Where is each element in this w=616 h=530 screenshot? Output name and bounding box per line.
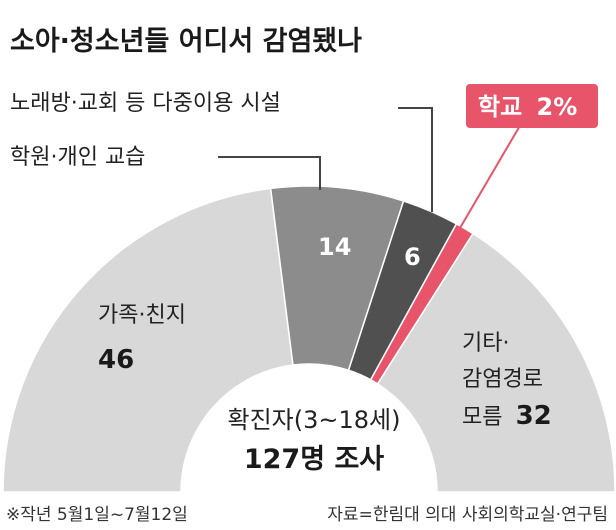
label-other-tail: 모름 bbox=[462, 405, 502, 430]
donut-slices bbox=[2, 185, 616, 493]
school-label: 학교 bbox=[478, 93, 522, 121]
footnote-period: ※작년 5월1일~7월12일 bbox=[6, 505, 188, 525]
slice-other bbox=[376, 232, 616, 493]
value-other: 32 bbox=[516, 401, 552, 431]
value-family: 46 bbox=[98, 345, 134, 375]
leader-line-academy bbox=[218, 156, 321, 190]
label-family: 가족·친지 bbox=[98, 303, 186, 328]
school-badge-label: 학교 2% bbox=[478, 93, 577, 121]
leader-line-school bbox=[459, 111, 529, 229]
value-academy: 14 bbox=[318, 233, 351, 261]
label-other-line1: 기타· bbox=[462, 331, 509, 356]
chart-title: 소아·청소년들 어디서 감염됐나 bbox=[10, 26, 362, 57]
label-other-line3: 모름 32 bbox=[462, 401, 552, 431]
label-other-line2: 감염경로 bbox=[462, 367, 543, 392]
school-value: 2% bbox=[537, 93, 578, 121]
center-line-2: 127명 조사 bbox=[244, 444, 384, 475]
school-badge bbox=[466, 84, 598, 128]
footnote-source: 자료=한림대 의대 사회의학교실·연구팀 bbox=[327, 505, 608, 525]
leader-line-facilities bbox=[398, 107, 433, 212]
slice-family bbox=[2, 187, 294, 493]
value-facilities: 6 bbox=[404, 243, 421, 271]
center-line-1: 확진자(3~18세) bbox=[228, 406, 401, 434]
label-facilities: 노래방·교회 등 다중이용 시설 bbox=[10, 91, 281, 116]
label-academy: 학원·개인 교습 bbox=[10, 145, 145, 170]
